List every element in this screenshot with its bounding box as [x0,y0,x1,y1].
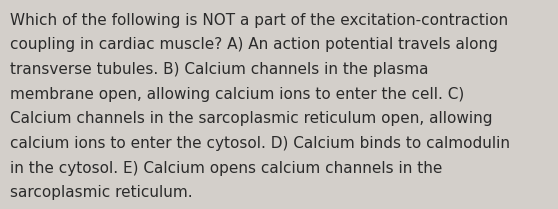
Text: membrane open, allowing calcium ions to enter the cell. C): membrane open, allowing calcium ions to … [10,87,464,102]
Text: calcium ions to enter the cytosol. D) Calcium binds to calmodulin: calcium ions to enter the cytosol. D) Ca… [10,136,510,151]
Text: sarcoplasmic reticulum.: sarcoplasmic reticulum. [10,185,193,200]
Text: transverse tubules. B) Calcium channels in the plasma: transverse tubules. B) Calcium channels … [10,62,429,77]
Text: coupling in cardiac muscle? A) An action potential travels along: coupling in cardiac muscle? A) An action… [10,37,498,52]
Text: Which of the following is NOT a part of the excitation-contraction: Which of the following is NOT a part of … [10,13,508,28]
Text: Calcium channels in the sarcoplasmic reticulum open, allowing: Calcium channels in the sarcoplasmic ret… [10,111,493,126]
Text: in the cytosol. E) Calcium opens calcium channels in the: in the cytosol. E) Calcium opens calcium… [10,161,442,176]
